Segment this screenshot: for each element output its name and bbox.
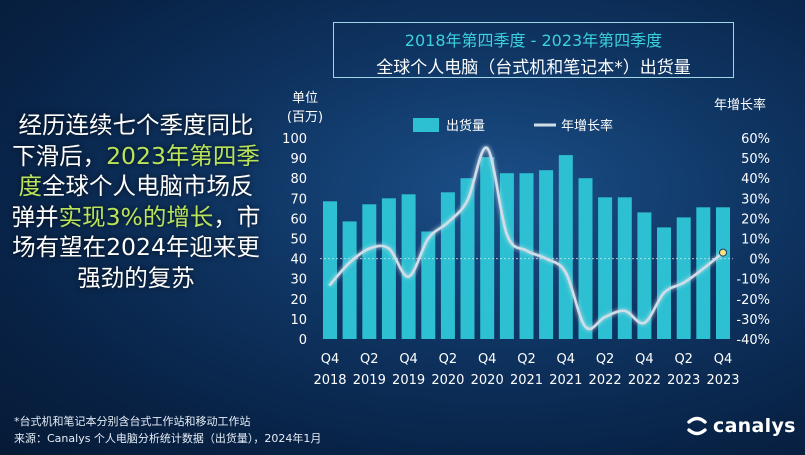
legend-bar-label: 出货量 [446, 118, 485, 134]
growth-line-layer [328, 146, 727, 331]
x-tick-year: 2018 [313, 373, 346, 388]
bar-Q4-2020 [480, 157, 495, 339]
headline-part5: ，市场有望在2024年迎来更强劲的复苏 [12, 202, 261, 292]
left-tick-50: 50 [290, 233, 307, 248]
bar-Q2-2019 [362, 204, 377, 339]
right-tick--30: -30% [736, 313, 770, 328]
x-tick-quarter: Q2 [596, 352, 615, 367]
headline-text: 经历连续七个季度同比下滑后，2023年第四季度全球个人电脑市场反弹并实现3%的增… [10, 110, 262, 293]
headline-part1: 经历连续七个季度同比下滑后， [12, 111, 254, 170]
x-tick-year: 2020 [471, 373, 504, 388]
footnote-line2: 来源：Canalys 个人电脑分析统计数据（出货量），2024年1月 [14, 432, 322, 445]
bar-Q4-2019 [401, 194, 416, 339]
headline-part3: 全球个人电脑市场反弹并 [11, 172, 254, 231]
x-tick-year: 2020 [431, 373, 464, 388]
x-tick-year: 2021 [510, 373, 543, 388]
x-tick-quarter: Q2 [360, 352, 379, 367]
bar-Q4-2022 [637, 212, 652, 339]
left-tick-80: 80 [290, 172, 307, 187]
left-tick-40: 40 [290, 253, 307, 268]
x-axis-ticks: Q4 2018 Q2 2019 Q4 2019 Q2 2020 Q4 2020 Q2 2021 Q4 20… [313, 352, 739, 388]
headline-part2: 2023年第四季度 [18, 141, 260, 201]
growth-rate-line [328, 146, 725, 331]
bar-Q3-2022 [617, 197, 632, 339]
legend-line-label: 年增长率 [561, 118, 613, 134]
bar-Q4-2021 [558, 155, 573, 339]
left-tick-0: 0 [299, 333, 307, 348]
right-tick-50: 50% [741, 152, 770, 167]
left-axis-label-line2: (百万) [287, 110, 323, 125]
bar-Q1-2021 [499, 173, 514, 339]
x-tick-quarter: Q2 [439, 352, 458, 367]
x-tick-year: 2019 [353, 373, 386, 388]
bar-Q2-2023 [676, 217, 691, 339]
bar-Q3-2019 [381, 198, 396, 339]
bar-Q1-2019 [342, 221, 357, 339]
footnote: *台式机和笔记本分别含台式工作站和移动工作站 来源：Canalys 个人电脑分析… [14, 413, 321, 447]
right-tick--40: -40% [736, 333, 770, 348]
bar-Q1-2023 [657, 227, 671, 339]
left-tick-30: 30 [290, 273, 307, 288]
x-tick-quarter: Q4 [399, 352, 418, 367]
bar-Q4-2023 [716, 207, 730, 339]
headline-part4: 实现3%的增长 [58, 202, 214, 231]
x-tick-quarter: Q2 [517, 352, 536, 367]
right-tick-10: 10% [741, 233, 770, 248]
x-tick-year: 2022 [589, 373, 622, 388]
x-tick-quarter: Q4 [635, 352, 654, 367]
chart-title-line2: 全球个人电脑（台式机和笔记本*）出货量 [376, 58, 691, 78]
x-tick-year: 2021 [549, 373, 582, 388]
x-tick-year: 2023 [706, 373, 739, 388]
right-axis-label: 年增长率 [714, 97, 766, 113]
x-tick-quarter: Q2 [674, 352, 693, 367]
legend-bar-swatch [413, 118, 439, 132]
footnote-line1: *台式机和笔记本分别含台式工作站和移动工作站 [14, 415, 251, 428]
x-tick-year: 2022 [628, 373, 661, 388]
x-tick-year: 2023 [667, 373, 700, 388]
bar-Q2-2021 [519, 173, 534, 339]
x-tick-quarter: Q4 [714, 352, 733, 367]
right-tick--20: -20% [736, 293, 770, 308]
right-tick-0: 0% [749, 253, 770, 268]
left-tick-60: 60 [290, 212, 307, 227]
left-tick-20: 20 [290, 293, 307, 308]
right-axis-ticks: 60% 50% 40% 30% 20% 10% 0% -10% -20% -30% -40% [736, 132, 770, 348]
left-tick-70: 70 [290, 192, 307, 207]
right-tick-30: 30% [741, 192, 770, 207]
left-tick-90: 90 [290, 152, 307, 167]
left-tick-10: 10 [290, 313, 307, 328]
left-axis-ticks: 0 10 20 30 40 50 60 70 80 90 100 [282, 132, 307, 348]
canalys-logo: canalys [686, 415, 796, 437]
bar-Q3-2020 [460, 178, 475, 339]
right-tick-20: 20% [741, 212, 770, 227]
x-tick-quarter: Q4 [557, 352, 576, 367]
bar-Q2-2022 [598, 197, 613, 339]
canalys-logo-icon [687, 416, 707, 436]
growth-point-Q4-2023 [719, 248, 727, 257]
chart-title-box: 2018年第四季度 - 2023年第四季度 全球个人电脑（台式机和笔记本*）出货… [333, 22, 734, 78]
bar-Q3-2021 [539, 170, 554, 339]
x-tick-quarter: Q4 [478, 352, 497, 367]
bar-Q2-2020 [440, 192, 455, 339]
x-tick-year: 2019 [392, 373, 425, 388]
canalys-logo-text: canalys [713, 415, 796, 437]
right-tick--10: -10% [736, 273, 770, 288]
bar-Q3-2023 [696, 207, 711, 339]
x-tick-quarter: Q4 [321, 352, 340, 367]
right-tick-60: 60% [741, 132, 770, 147]
bar-Q4-2018 [323, 201, 337, 339]
legend: 出货量 年增长率 [413, 118, 613, 134]
left-tick-100: 100 [282, 132, 307, 147]
chart-title-line1: 2018年第四季度 - 2023年第四季度 [404, 31, 663, 50]
right-tick-40: 40% [741, 172, 770, 187]
left-axis-label-line1: 单位 [292, 91, 318, 106]
